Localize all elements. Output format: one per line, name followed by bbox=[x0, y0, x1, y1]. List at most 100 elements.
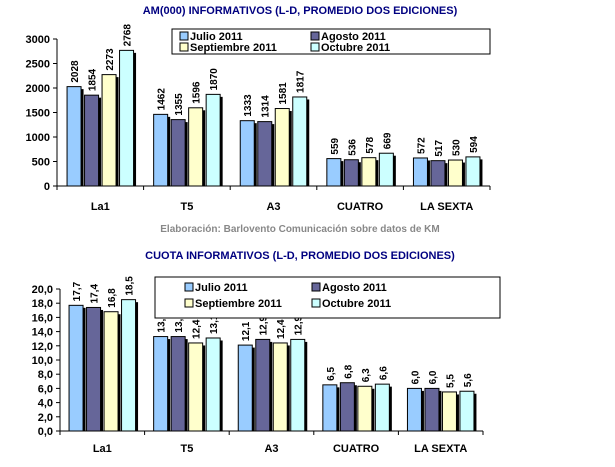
data-label: 12,9 bbox=[294, 316, 305, 336]
data-label: 530 bbox=[451, 139, 462, 156]
bar bbox=[274, 108, 290, 187]
data-label: 13,1 bbox=[209, 314, 220, 334]
data-label: 5,6 bbox=[463, 373, 474, 387]
data-label: 669 bbox=[382, 132, 393, 149]
y-tick-label: 1500 bbox=[26, 108, 50, 120]
bar bbox=[447, 159, 463, 187]
legend-swatch bbox=[311, 282, 321, 292]
bar bbox=[257, 121, 273, 187]
y-tick-label: 3000 bbox=[26, 34, 50, 46]
data-label: 1333 bbox=[243, 94, 254, 117]
category-label: T5 bbox=[180, 201, 193, 213]
chart-1: AM(000) INFORMATIVOS (L-D, PROMEDIO DOS … bbox=[26, 5, 491, 235]
bar bbox=[239, 120, 255, 187]
bar bbox=[424, 387, 440, 432]
data-label: 6,8 bbox=[343, 364, 354, 378]
bar bbox=[361, 157, 377, 187]
legend-swatch bbox=[310, 31, 320, 41]
y-tick-label: 2500 bbox=[26, 59, 50, 71]
bar bbox=[86, 306, 102, 432]
bar bbox=[292, 96, 308, 187]
data-label: 6,0 bbox=[410, 370, 421, 384]
category-label: La1 bbox=[91, 201, 110, 213]
category-label: LA SEXTA bbox=[414, 443, 467, 455]
legend-label: Julio 2011 bbox=[195, 282, 248, 294]
y-tick-label: 2000 bbox=[26, 83, 50, 95]
y-tick-label: 18,0 bbox=[32, 298, 53, 310]
data-label: 594 bbox=[469, 136, 480, 153]
bar bbox=[119, 49, 135, 187]
data-label: 16,8 bbox=[107, 288, 118, 308]
y-tick-label: 12,0 bbox=[32, 341, 53, 353]
legend-box bbox=[171, 28, 491, 55]
y-tick-label: 16,0 bbox=[32, 312, 53, 324]
bar bbox=[322, 384, 338, 432]
bar bbox=[465, 156, 481, 187]
data-label: 6,3 bbox=[361, 368, 372, 382]
bar bbox=[205, 337, 221, 432]
legend-swatch bbox=[179, 31, 189, 41]
chart-caption: Elaboración: Barlovento Comunicación sob… bbox=[160, 224, 440, 235]
data-label: 18,5 bbox=[125, 276, 136, 296]
bar bbox=[84, 94, 100, 187]
category-label: A3 bbox=[266, 201, 280, 213]
data-label: 13,3 bbox=[174, 313, 185, 333]
category-label: La1 bbox=[93, 443, 112, 455]
y-tick-label: 0,0 bbox=[38, 426, 53, 438]
chart-title: CUOTA INFORMATIVOS (L-D, PROMEDIO DOS ED… bbox=[145, 250, 455, 262]
bar bbox=[101, 74, 117, 187]
data-label: 517 bbox=[434, 140, 445, 157]
bar bbox=[357, 385, 373, 432]
category-label: LA SEXTA bbox=[420, 201, 473, 213]
bar bbox=[459, 390, 475, 432]
data-label: 12,4 bbox=[276, 319, 287, 339]
data-label: 559 bbox=[330, 137, 341, 154]
y-tick-label: 8,0 bbox=[38, 369, 53, 381]
data-label: 2028 bbox=[70, 60, 81, 83]
data-label: 2768 bbox=[123, 24, 134, 47]
data-label: 1596 bbox=[192, 81, 203, 104]
bar bbox=[430, 160, 446, 187]
data-label: 12,1 bbox=[241, 321, 252, 341]
bar bbox=[153, 113, 169, 187]
data-label: 1462 bbox=[157, 88, 168, 111]
data-label: 578 bbox=[365, 137, 376, 154]
bar bbox=[343, 159, 359, 187]
data-label: 17,4 bbox=[90, 284, 101, 304]
bar bbox=[339, 382, 355, 432]
legend-label: Septiembre 2011 bbox=[190, 42, 277, 54]
data-label: 17,7 bbox=[72, 281, 83, 301]
data-label: 12,9 bbox=[259, 316, 270, 336]
legend-swatch bbox=[311, 298, 321, 308]
bar bbox=[237, 344, 253, 432]
legend-swatch bbox=[184, 282, 194, 292]
y-tick-label: 4,0 bbox=[38, 398, 53, 410]
legend-swatch bbox=[184, 298, 194, 308]
legend-swatch bbox=[310, 42, 320, 52]
bar bbox=[153, 336, 169, 432]
legend: Julio 2011 Agosto 2011 Septiembre 2011 Octu… bbox=[154, 276, 501, 319]
bar bbox=[188, 107, 204, 187]
bar bbox=[374, 383, 390, 432]
category-label: A3 bbox=[264, 443, 278, 455]
y-tick-label: 14,0 bbox=[32, 327, 53, 339]
bar bbox=[412, 157, 428, 187]
bar bbox=[326, 158, 342, 187]
category-label: CUATRO bbox=[333, 443, 380, 455]
data-label: 12,4 bbox=[192, 319, 203, 339]
y-tick-label: 20,0 bbox=[32, 284, 53, 296]
bar bbox=[188, 342, 204, 432]
data-label: 536 bbox=[347, 139, 358, 156]
bar bbox=[103, 311, 119, 432]
bar bbox=[378, 152, 394, 187]
y-tick-label: 0 bbox=[44, 181, 50, 193]
bar bbox=[170, 336, 186, 432]
data-label: 1314 bbox=[261, 95, 272, 118]
bar bbox=[441, 391, 457, 432]
chart-title: AM(000) INFORMATIVOS (L-D, PROMEDIO DOS … bbox=[143, 5, 458, 17]
legend-box bbox=[154, 276, 501, 319]
bar bbox=[272, 342, 288, 432]
y-tick-label: 6,0 bbox=[38, 383, 53, 395]
data-label: 1870 bbox=[209, 68, 220, 91]
